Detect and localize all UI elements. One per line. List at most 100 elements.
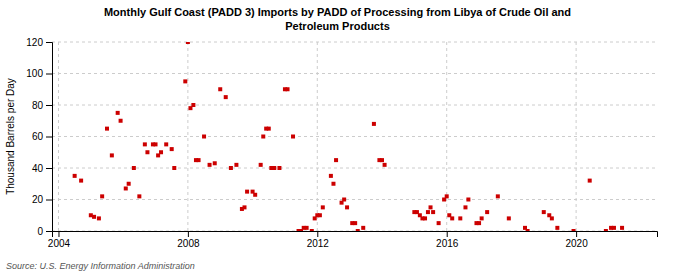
y-tick: 120 <box>26 37 52 48</box>
point <box>318 213 322 217</box>
point <box>334 158 338 162</box>
x-tick-mark <box>317 231 318 237</box>
x-tick-label: 2012 <box>307 238 330 249</box>
point <box>229 166 233 170</box>
point <box>555 226 559 230</box>
x-tick: 2016 <box>436 231 459 249</box>
point <box>305 226 309 230</box>
point <box>572 229 576 231</box>
point <box>234 163 238 167</box>
point <box>191 103 195 107</box>
y-tick: 0 <box>37 226 52 237</box>
source: Source: U.S. Energy Information Administ… <box>6 261 195 271</box>
y-tick-label: 20 <box>32 194 44 205</box>
point <box>267 127 271 131</box>
x-tick: 2008 <box>177 231 200 249</box>
point <box>423 216 427 220</box>
point <box>526 229 530 231</box>
point <box>321 205 325 209</box>
point <box>612 226 616 230</box>
point <box>466 198 470 202</box>
point <box>224 95 228 99</box>
point <box>186 42 190 44</box>
point <box>445 194 449 198</box>
point <box>213 161 217 165</box>
point <box>604 229 608 231</box>
grid-line-x <box>446 42 447 231</box>
point <box>243 205 247 209</box>
x-tick-label: 2016 <box>436 238 459 249</box>
point <box>164 142 168 146</box>
point <box>79 179 83 183</box>
point <box>110 153 114 157</box>
point <box>202 135 206 139</box>
point <box>286 87 290 91</box>
y-axis-title: Thousand Barrels per Day <box>5 78 16 195</box>
point <box>291 135 295 139</box>
point <box>172 166 176 170</box>
point <box>154 142 158 146</box>
y-tick-label: 80 <box>32 100 44 111</box>
point <box>310 229 314 231</box>
plot: 20042008201220162020020406080100120 <box>26 37 657 249</box>
point <box>426 210 430 214</box>
grid-line-y <box>52 73 657 74</box>
y-tick-mark <box>46 231 52 232</box>
point <box>620 226 624 230</box>
point <box>137 194 141 198</box>
point <box>73 174 77 178</box>
point <box>261 135 265 139</box>
point <box>127 182 131 186</box>
y-tick: 100 <box>26 68 52 79</box>
point <box>380 158 384 162</box>
grid-line-y <box>52 136 657 137</box>
x-tick: 2012 <box>307 231 330 249</box>
point <box>92 215 96 219</box>
point <box>356 229 360 231</box>
point <box>507 216 511 220</box>
point <box>331 182 335 186</box>
grid-line-y <box>52 105 657 106</box>
point <box>342 198 346 202</box>
point <box>143 142 147 146</box>
point <box>208 163 212 167</box>
point <box>329 174 333 178</box>
point <box>542 210 546 214</box>
point <box>458 216 462 220</box>
point <box>496 194 500 198</box>
point <box>353 221 357 225</box>
x-tick-mark <box>188 231 189 237</box>
point <box>383 163 387 167</box>
point <box>183 79 187 83</box>
y-tick-label: 40 <box>32 163 44 174</box>
point <box>100 194 104 198</box>
grid-line-y <box>52 199 657 200</box>
y-tick-mark <box>46 137 52 138</box>
y-tick: 80 <box>32 100 52 111</box>
point <box>170 147 174 151</box>
x-tick-mark <box>576 231 577 237</box>
y-tick-label: 0 <box>37 226 43 237</box>
point <box>124 186 128 190</box>
point <box>253 193 257 197</box>
point <box>259 163 263 167</box>
point <box>345 205 349 209</box>
point <box>116 111 120 115</box>
point <box>272 166 276 170</box>
x-axis-line <box>53 232 658 238</box>
grid-line-y <box>52 168 657 169</box>
x-tick-label: 2008 <box>177 238 200 249</box>
point <box>361 226 365 230</box>
point <box>477 221 481 225</box>
point <box>105 127 109 131</box>
x-tick: 2020 <box>565 231 588 249</box>
point <box>588 179 592 183</box>
y-tick-label: 60 <box>32 131 44 142</box>
y-tick: 60 <box>32 131 52 142</box>
x-tick-mark <box>447 231 448 237</box>
point <box>463 205 467 209</box>
grid <box>52 42 657 231</box>
title-line: Monthly Gulf Coast (PADD 3) Imports by P… <box>104 6 571 18</box>
point <box>145 150 149 154</box>
x-tick-label: 2020 <box>565 238 588 249</box>
